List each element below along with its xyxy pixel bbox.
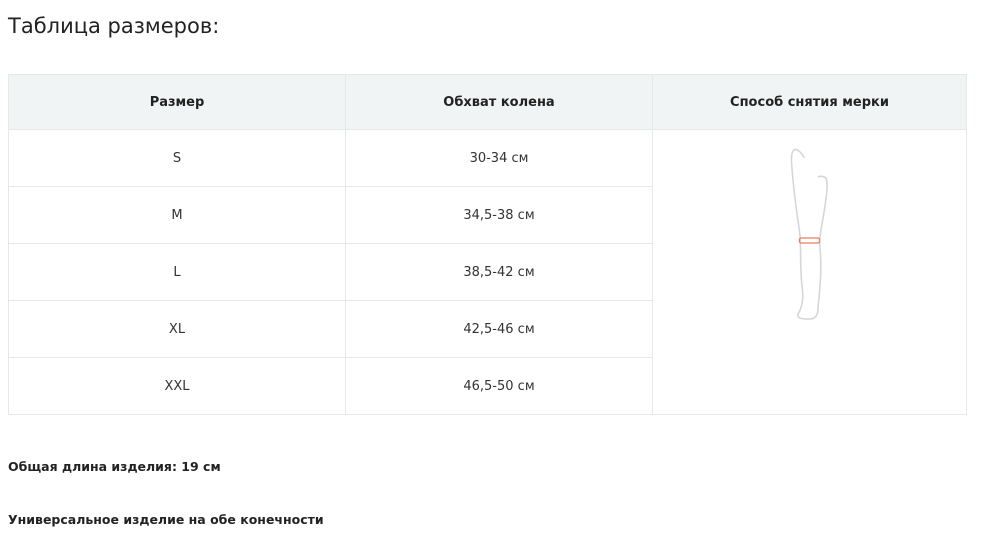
table-row: XL 42,5-46 см [8,300,967,358]
table-row: S 30-34 см [8,129,967,415]
size-cell: M [8,186,346,244]
product-length-note: Общая длина изделия: 19 см [8,459,221,474]
girth-cell: 42,5-46 см [345,300,653,358]
size-table: Размер Обхват колена Способ снятия мерки… [8,74,967,415]
girth-cell: 46,5-50 см [345,357,653,415]
size-cell: S [8,129,346,187]
universal-note: Универсальное изделие на обе конечности [8,512,324,527]
girth-cell: 30-34 см [345,129,653,187]
header-size: Размер [8,74,346,130]
method-cell [652,129,967,415]
size-cell: XL [8,300,346,358]
table-row: L 38,5-42 см [8,243,967,301]
leg-knee-measurement-icon [790,148,828,320]
girth-cell: 38,5-42 см [345,243,653,301]
girth-cell: 34,5-38 см [345,186,653,244]
size-cell: XXL [8,357,346,415]
table-row: XXL 46,5-50 см [8,357,967,415]
header-method: Способ снятия мерки [652,74,967,130]
size-cell: L [8,243,346,301]
table-header-row: Размер Обхват колена Способ снятия мерки [8,74,967,130]
page-title: Таблица размеров: [8,14,220,38]
table-row: M 34,5-38 см [8,186,967,244]
header-girth: Обхват колена [345,74,653,130]
